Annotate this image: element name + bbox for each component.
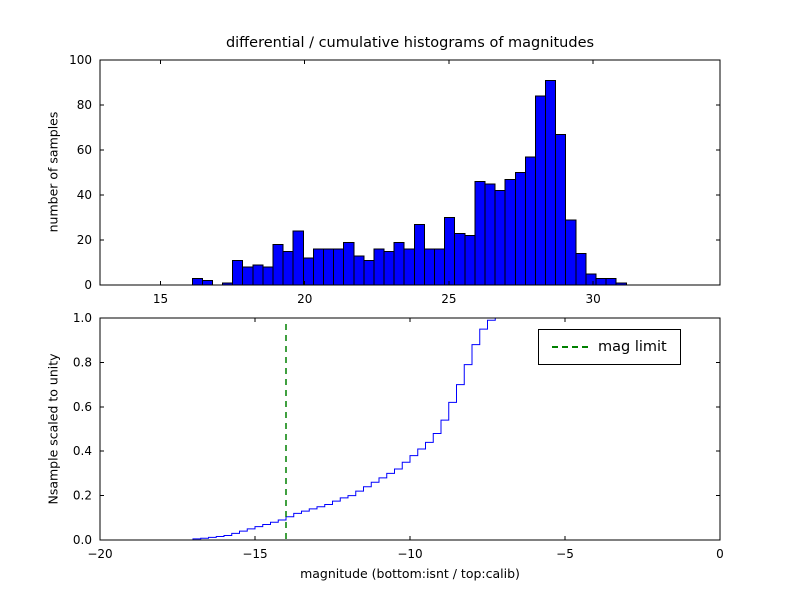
histogram-bar — [312, 248, 324, 286]
tick-label: 0 — [84, 278, 92, 292]
tick-label: 0 — [716, 547, 724, 561]
histogram-bar — [474, 181, 486, 286]
histogram-bar — [262, 266, 274, 286]
tick-label: −5 — [556, 547, 574, 561]
top-y-axis-label: number of samples — [45, 111, 61, 233]
chart-title: differential / cumulative histograms of … — [225, 35, 595, 51]
histogram-bar — [534, 95, 547, 286]
histogram-bar — [444, 217, 456, 286]
histogram-bar — [504, 178, 516, 286]
tick-label: 0.0 — [73, 533, 92, 547]
tick-label: −15 — [242, 547, 267, 561]
histogram-bar — [252, 264, 264, 286]
tick-label: 40 — [77, 188, 92, 202]
tick-label: 100 — [69, 53, 92, 67]
histogram-bar — [413, 223, 425, 286]
histogram-bar — [575, 253, 587, 286]
histogram-bar — [201, 280, 213, 286]
x-axis-label: magnitude (bottom:isnt / top:calib) — [300, 566, 520, 581]
tick-label: 80 — [77, 98, 92, 112]
bottom-y-axis-label: Nsample scaled to unity — [45, 353, 61, 505]
histogram-bar — [292, 230, 304, 286]
histogram-bar — [605, 277, 617, 286]
histogram-bar — [272, 244, 284, 286]
tick-label: 30 — [585, 292, 600, 306]
histogram-bar — [514, 172, 526, 286]
tick-label: 25 — [441, 292, 456, 306]
axes-frame — [99, 59, 721, 286]
tick-label: 0.6 — [73, 400, 92, 414]
tick-label: 0.8 — [73, 355, 92, 369]
dashed-line-swatch — [552, 346, 588, 348]
histogram-bar — [383, 250, 395, 286]
tick-label: 1.0 — [73, 311, 92, 325]
histogram-bar — [434, 248, 446, 286]
tick-label: 20 — [77, 233, 92, 247]
histogram-bar — [545, 79, 557, 286]
tick-label: 0.4 — [73, 444, 92, 458]
legend: mag limit — [538, 329, 681, 365]
histogram-bar — [565, 219, 577, 286]
histogram-bar — [353, 255, 365, 286]
tick-label: 20 — [297, 292, 312, 306]
histogram-bar — [494, 190, 506, 286]
cumulative-step-line — [177, 317, 658, 541]
histogram-bar — [302, 257, 314, 286]
histogram-bar — [232, 259, 244, 286]
histogram-bar — [282, 250, 294, 286]
axes-frame — [99, 317, 721, 541]
legend-label: mag limit — [598, 339, 667, 355]
histogram-bar — [343, 241, 355, 286]
histogram-bar — [191, 277, 203, 286]
histogram-bar — [524, 156, 536, 286]
histogram-bar — [595, 277, 607, 286]
histogram-bar — [464, 235, 476, 286]
histogram-bar — [322, 248, 335, 286]
tick-label: 60 — [77, 143, 92, 157]
histogram-bar — [242, 266, 254, 286]
tick-label: 15 — [153, 292, 168, 306]
histogram-bar — [585, 273, 597, 286]
histogram-bar — [484, 183, 496, 286]
histogram-bar — [555, 133, 567, 286]
histogram-bar — [363, 259, 375, 286]
histogram-bar — [373, 248, 385, 286]
histogram-bar — [403, 248, 415, 286]
tick-label: −20 — [87, 547, 112, 561]
tick-label: −10 — [397, 547, 422, 561]
histogram-bar — [393, 241, 405, 286]
tick-label: 0.2 — [73, 489, 92, 503]
histogram-bar — [333, 248, 345, 286]
histogram-bar — [423, 248, 436, 286]
histogram-bar — [454, 232, 466, 286]
